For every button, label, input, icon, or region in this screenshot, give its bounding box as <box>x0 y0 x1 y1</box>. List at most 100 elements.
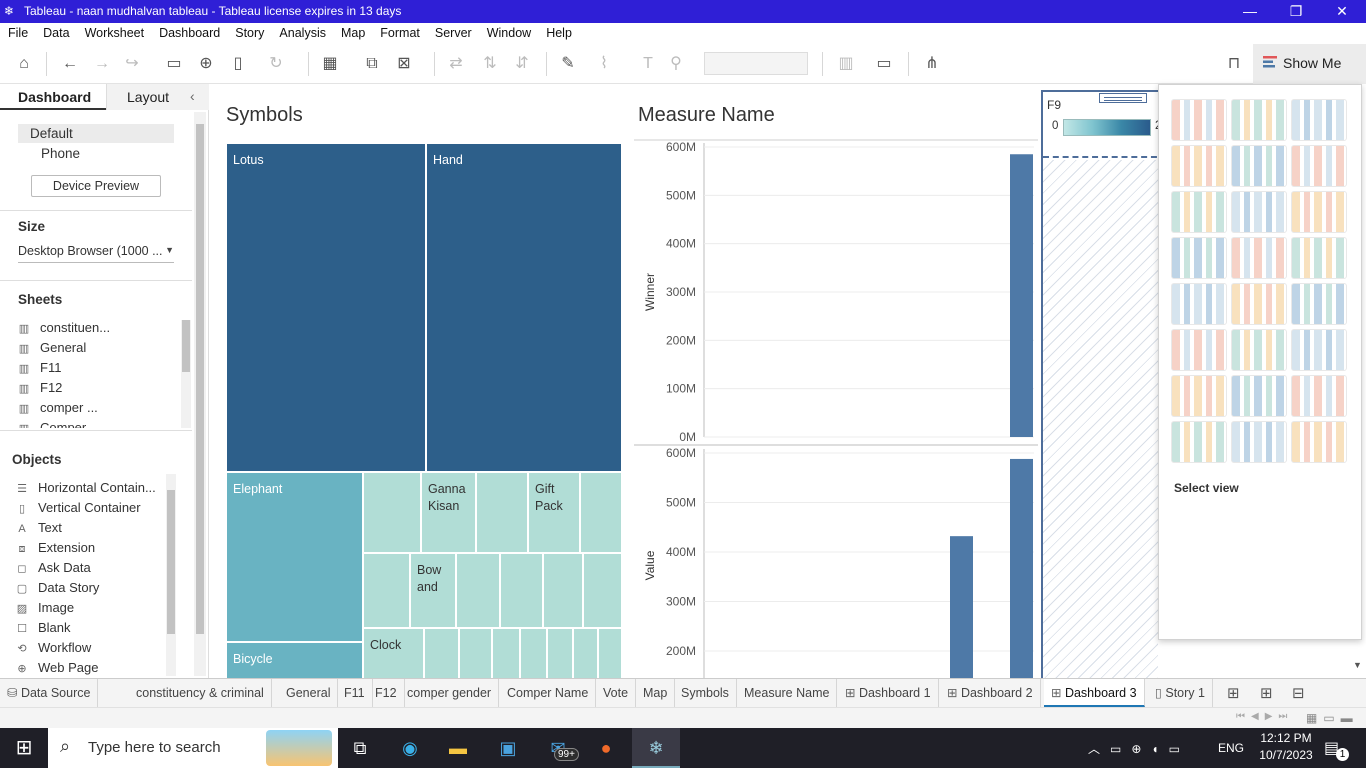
sort-ascending-icon[interactable]: ⇅ <box>483 55 497 72</box>
scroll-down-icon[interactable]: ▼ <box>1353 660 1362 670</box>
treemap-cell[interactable] <box>580 472 622 553</box>
show-me-heat-map-icon[interactable] <box>1231 99 1287 141</box>
group-icon[interactable]: ⌇ <box>600 55 608 72</box>
tab-comper-name[interactable]: Comper Name <box>500 679 597 707</box>
sheets-scrollbar[interactable] <box>181 320 191 428</box>
windows-start-icon[interactable]: ⊞ <box>15 737 33 759</box>
show-me-packed-bubbles-icon[interactable] <box>1291 421 1347 463</box>
presentation-mode-icon[interactable]: ▭ <box>876 55 892 72</box>
new-story-tab-icon[interactable]: ⊟ <box>1292 685 1305 702</box>
sheet-item[interactable]: ▥ constituen... <box>18 320 111 335</box>
show-me-treemap-icon[interactable] <box>1171 237 1227 279</box>
tab-story-1[interactable]: ▯ Story 1 <box>1148 679 1213 707</box>
show-me-highlight-table-icon[interactable] <box>1291 99 1347 141</box>
show-me-area-discrete-icon[interactable] <box>1231 329 1287 371</box>
tab-data-source[interactable]: ⛁ Data Source <box>0 679 99 707</box>
show-me-side-by-side-bars-icon[interactable] <box>1291 191 1347 233</box>
new-worksheet-icon[interactable]: ▦ <box>322 55 338 72</box>
show-me-dual-combination-icon[interactable] <box>1291 329 1347 371</box>
treemap-cell[interactable] <box>456 553 500 628</box>
treemap-cell[interactable] <box>500 553 543 628</box>
show-me-symbol-map-icon[interactable] <box>1171 145 1227 187</box>
menu-analysis[interactable]: Analysis <box>279 26 326 40</box>
taskbar-search[interactable]: ⌕ Type here to search <box>48 728 338 768</box>
show-me-bullet-graph-icon[interactable] <box>1231 421 1287 463</box>
bar[interactable] <box>950 536 973 678</box>
treemap-cell-hand[interactable]: Hand <box>426 143 622 472</box>
tab-symbols[interactable]: Symbols <box>674 679 737 707</box>
menu-dashboard[interactable]: Dashboard <box>159 26 221 40</box>
drop-zone[interactable] <box>1043 160 1158 678</box>
sort-descending-icon[interactable]: ⇵ <box>515 55 529 72</box>
tab-dashboard[interactable]: Dashboard <box>0 84 106 110</box>
tab-constituency-criminal[interactable]: constituency & criminal <box>129 679 272 707</box>
tab-dashboard-2[interactable]: ⊞ Dashboard 2 <box>940 679 1041 707</box>
treemap-cell[interactable] <box>583 553 622 628</box>
sheet-item[interactable]: ▥Comper <box>18 420 180 428</box>
highlight-icon[interactable]: ✎ <box>561 55 575 72</box>
treemap-cell[interactable] <box>492 628 520 678</box>
tab-general[interactable]: General <box>279 679 339 707</box>
collapse-pane-icon[interactable]: ‹ <box>190 88 195 104</box>
device-preview-button[interactable]: Device Preview <box>31 175 161 197</box>
device-default[interactable]: Default <box>18 124 174 143</box>
swap-icon[interactable]: ↪ <box>125 55 139 72</box>
bar[interactable] <box>1010 458 1033 678</box>
tab-layout[interactable]: Layout <box>106 84 209 110</box>
save-icon[interactable]: ▭ <box>166 55 182 72</box>
refresh-icon[interactable]: ↻ <box>269 55 283 72</box>
symbols-treemap[interactable]: Lotus Hand Elephant Bicycle Ganna Kisan … <box>226 143 622 678</box>
treemap-cell[interactable] <box>363 553 410 628</box>
size-dropdown[interactable]: Desktop Browser (1000 ... ▼ <box>18 243 174 263</box>
home-icon[interactable]: ⌂ <box>19 55 29 72</box>
treemap-cell[interactable] <box>476 472 528 553</box>
duplicate-icon[interactable]: ⧉ <box>366 55 378 72</box>
show-me-circle-view-icon[interactable] <box>1231 237 1287 279</box>
menu-story[interactable]: Story <box>235 26 265 40</box>
restore-button[interactable]: ❐ <box>1289 3 1303 19</box>
pin-icon[interactable]: ⚲ <box>670 55 682 72</box>
treemap-cell-gift-pack[interactable]: Gift Pack <box>528 472 580 553</box>
f9-container[interactable]: F9 0 2 <box>1041 90 1158 678</box>
show-me-button[interactable]: Show Me <box>1253 44 1366 84</box>
tab-measure-name[interactable]: Measure Name <box>737 679 838 707</box>
show-me-filled-map-icon[interactable] <box>1231 145 1287 187</box>
treemap-cell-lotus[interactable]: Lotus <box>226 143 426 472</box>
input-language[interactable]: ENG <box>1218 741 1245 755</box>
treemap-cell[interactable] <box>424 628 459 678</box>
menu-file[interactable]: File <box>8 26 29 40</box>
treemap-cell-bicycle[interactable]: Bicycle <box>226 642 363 678</box>
show-me-area-continuous-icon[interactable] <box>1171 329 1227 371</box>
sheet-item[interactable]: ▥ General <box>18 340 87 355</box>
object-image[interactable]: ▨ Image <box>16 600 75 615</box>
treemap-cell[interactable] <box>598 628 622 678</box>
menu-server[interactable]: Server <box>434 26 472 40</box>
sheet-item[interactable]: ▥ F11 <box>18 360 62 375</box>
object-blank[interactable]: ☐ Blank <box>17 620 71 635</box>
treemap-cell-bow-and[interactable]: Bow and <box>410 553 456 628</box>
menu-map[interactable]: Map <box>340 26 366 40</box>
tab-dashboard-1[interactable]: ⊞ Dashboard 1 <box>838 679 939 707</box>
tab-nav-arrows[interactable]: ⏮◀▶⏭ <box>1236 711 1294 722</box>
new-dashboard-tab-icon[interactable]: ⊞ <box>1260 685 1273 702</box>
clear-sheet-icon[interactable]: ⊠ <box>397 55 411 72</box>
object-extension[interactable]: ⧈ Extension <box>16 540 166 560</box>
objects-scrollbar[interactable] <box>166 474 176 676</box>
system-tray-icons[interactable]: ︿▭⊕◖▭ <box>1088 742 1190 756</box>
file-explorer-icon[interactable]: ▬ <box>449 738 467 758</box>
menu-data[interactable]: Data <box>43 26 70 40</box>
treemap-cell-ganna-kisan[interactable]: Ganna Kisan <box>421 472 476 553</box>
show-me-box-and-whisker-icon[interactable] <box>1291 375 1347 417</box>
treemap-cell[interactable] <box>363 472 421 553</box>
object-web-page[interactable]: ⊕ Web Page <box>17 660 99 675</box>
show-me-side-by-side-circles-icon[interactable] <box>1291 237 1347 279</box>
sheet-item[interactable]: ▥ comper ... <box>18 400 98 415</box>
object-workflow[interactable]: ⟲ Workflow <box>17 640 92 655</box>
tab-f12[interactable]: F12 <box>368 679 405 707</box>
new-worksheet-tab-icon[interactable]: ⊞ <box>1227 685 1240 702</box>
format-painter-icon[interactable]: ⊓ <box>1227 55 1241 72</box>
swap-rows-cols-icon[interactable]: ⇄ <box>449 55 463 72</box>
show-me-horizontal-bars-icon[interactable] <box>1171 191 1227 233</box>
share-icon[interactable]: ⋔ <box>925 55 939 72</box>
object-ask-data[interactable]: ◻ Ask Data <box>17 560 91 575</box>
